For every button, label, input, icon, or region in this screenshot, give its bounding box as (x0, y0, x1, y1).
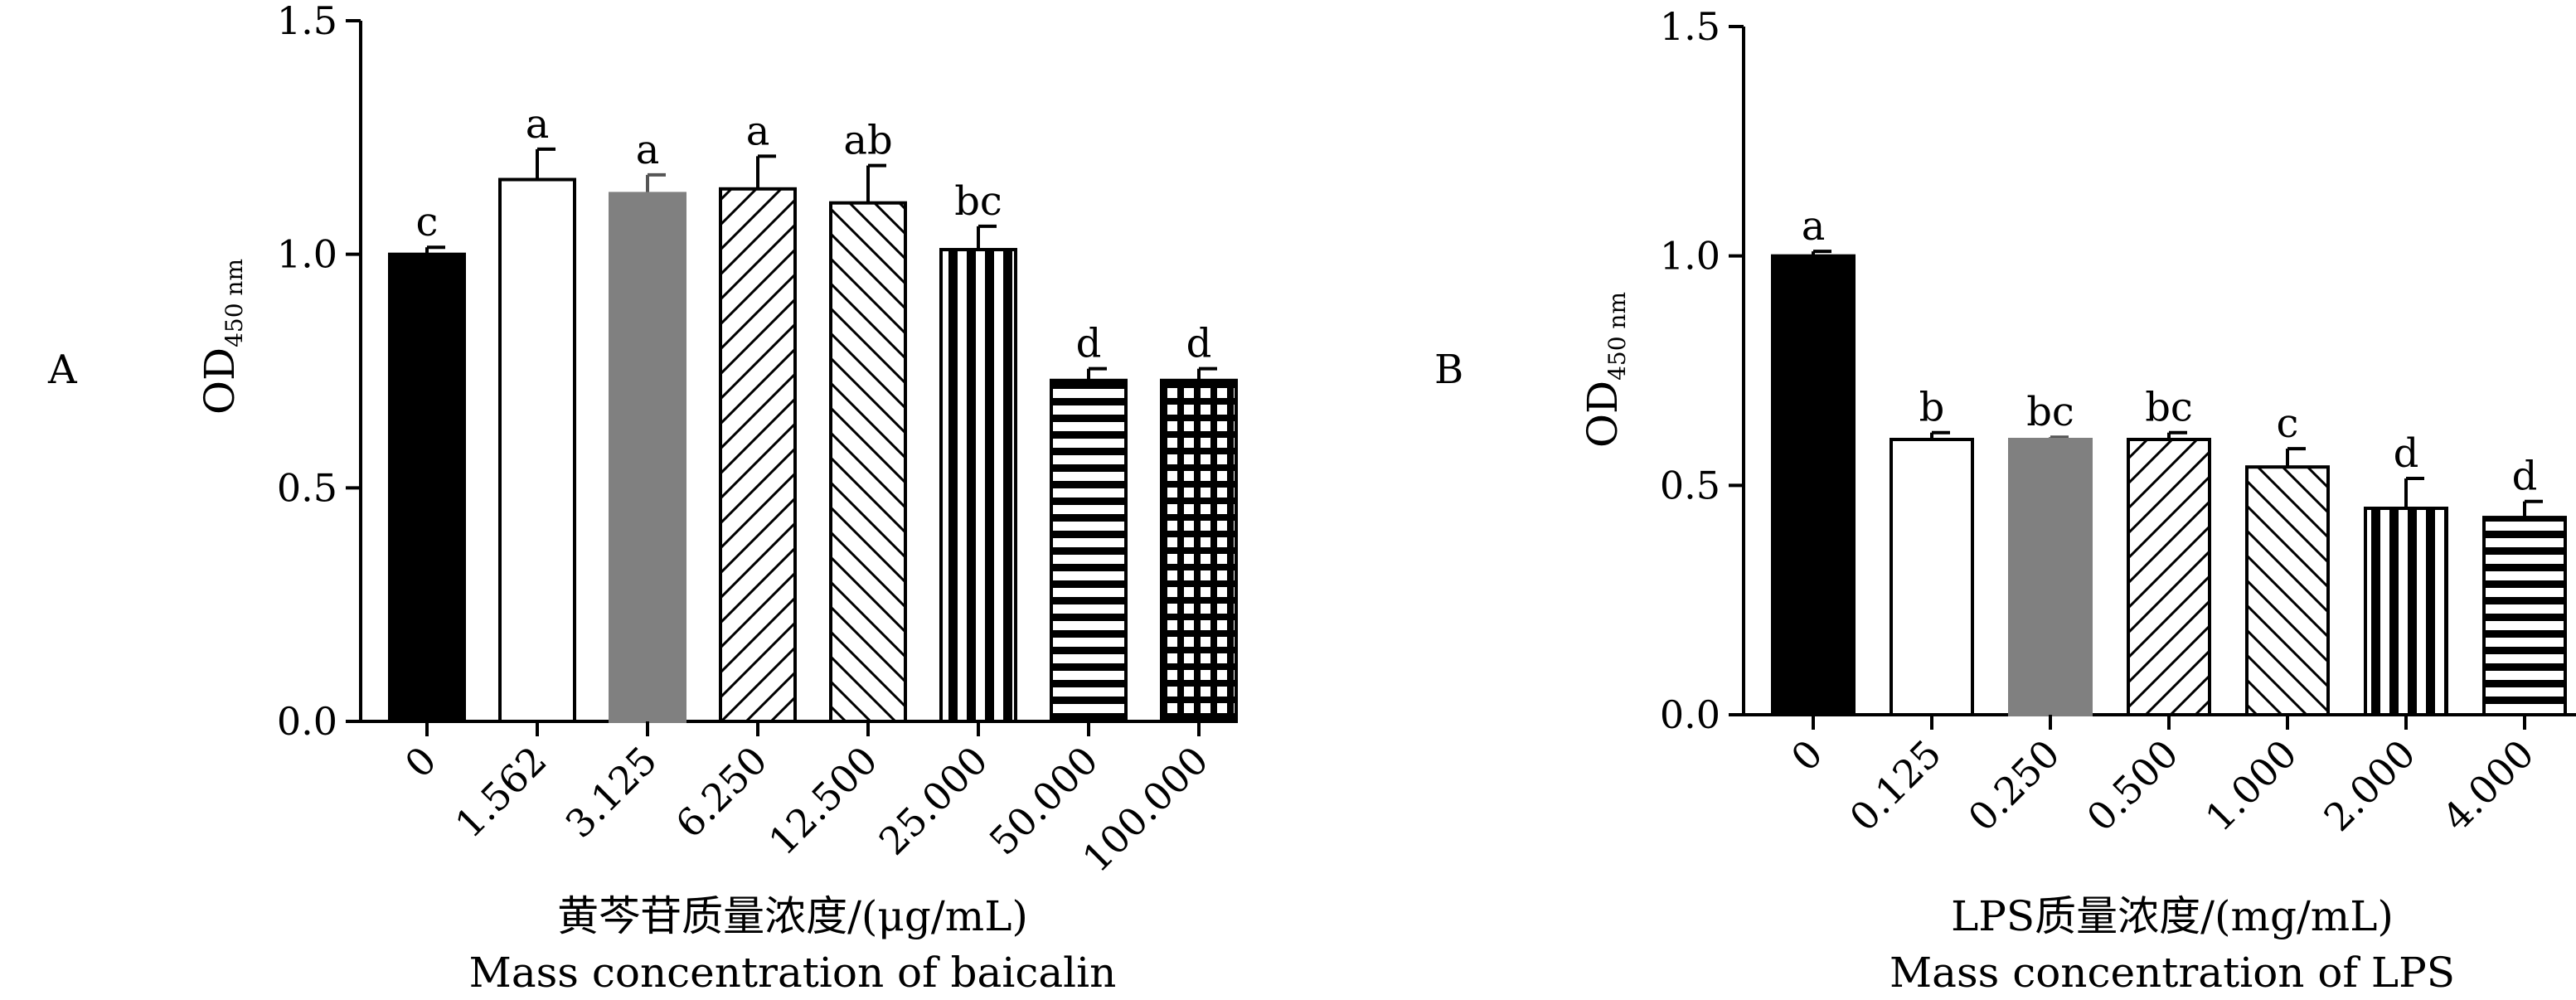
bar (1160, 378, 1238, 723)
bar-significance-letter: d (1076, 321, 1102, 367)
panel-b: B OD450 nm 0.0 0.5 1.0 1.5 a b bc bc c d d 0 0.125… (1434, 4, 2576, 997)
panel-b-y-tick-label: 1.5 (1660, 4, 1720, 49)
x-tick-label: 1.000 (2196, 731, 2305, 840)
bar-significance-letter: a (1802, 203, 1826, 250)
x-tick-label: 0.125 (1841, 731, 1949, 840)
bar-significance-letter: b (1919, 385, 1945, 431)
x-tick-label: 0.500 (2078, 731, 2186, 840)
bar-significance-letter: d (2512, 454, 2538, 500)
panel-a-x-title-en: Mass concentration of baicalin (469, 949, 1117, 997)
bar (2245, 465, 2330, 716)
bar-significance-letter: c (2277, 400, 2299, 447)
panel-a-bars: c a a a ab bc d d (388, 101, 1238, 724)
panel-a-y-tick-label: 0.0 (277, 699, 337, 744)
bar (609, 192, 686, 723)
x-tick-label: 0 (396, 738, 445, 787)
bar (829, 201, 907, 723)
x-tick-label: 1.562 (446, 738, 555, 847)
bar (1050, 378, 1128, 723)
svg-text:OD450 nm: OD450 nm (196, 259, 248, 415)
x-tick-label: 0 (1783, 731, 1831, 780)
x-tick-label: 12.500 (760, 738, 886, 864)
bar (498, 177, 576, 724)
panel-b-x-title-cn: LPS质量浓度/(mg/mL) (1951, 892, 2394, 940)
panel-b-y-axis-label-sub: 450 nm (1603, 292, 1631, 381)
panel-b-y-tick-label: 0.5 (1660, 463, 1720, 507)
panel-a-y-tick-label: 1.5 (277, 0, 337, 43)
panel-a-y-tick-label: 0.5 (277, 465, 337, 510)
bar (388, 252, 466, 723)
bar (2008, 438, 2093, 716)
panel-b-y-axis-label: OD450 nm (1579, 292, 1631, 448)
panel-a-y-tick-label: 1.0 (277, 232, 337, 277)
x-tick-label: 0.250 (1959, 731, 2068, 840)
bar (1771, 254, 1856, 716)
x-tick-label: 25.000 (871, 738, 997, 864)
bar-significance-letter: c (416, 199, 439, 245)
bar-significance-letter: bc (2145, 385, 2193, 431)
bar (2482, 516, 2567, 716)
panel-b-y-tick-label: 1.0 (1660, 234, 1720, 279)
bar-significance-letter: a (526, 101, 550, 148)
bar-significance-letter: a (636, 127, 660, 173)
panel-b-label: B (1434, 347, 1463, 393)
panel-b-x-title-en: Mass concentration of LPS (1890, 949, 2455, 997)
bar-significance-letter: bc (954, 178, 1002, 225)
panel-a-y-axis-label: OD450 nm (196, 259, 248, 415)
panel-b-y-axis-label-main: OD (1579, 381, 1627, 448)
panel-a: A OD450 nm 0.0 0.5 1.0 1.5 c a a a ab bc d d 0 1.56… (47, 0, 1238, 997)
bar-significance-letter: bc (2026, 389, 2074, 435)
panel-b-bars: a b bc bc c d d (1771, 203, 2567, 716)
x-tick-label: 3.125 (556, 738, 665, 847)
bar-significance-letter: d (2394, 430, 2419, 477)
panel-a-x-title-cn: 黄芩苷质量浓度/(μg/mL) (557, 892, 1028, 940)
bar (2127, 438, 2211, 716)
bar (939, 248, 1017, 723)
x-tick-label: 2.000 (2315, 731, 2423, 840)
x-tick-label: 6.250 (667, 738, 775, 847)
panel-a-y-axis-label-main: OD (196, 347, 244, 415)
panel-a-x-ticks: 0 1.562 3.125 6.25012.50025.00050.000100.00… (396, 721, 1217, 881)
x-tick-label: 4.000 (2433, 731, 2542, 840)
bar-significance-letter: ab (843, 118, 892, 164)
svg-text:OD450 nm: OD450 nm (1579, 292, 1631, 448)
panel-a-label: A (47, 347, 78, 393)
bar-significance-letter: a (746, 108, 770, 154)
bar (2364, 507, 2448, 716)
panel-b-y-tick-label: 0.0 (1660, 692, 1720, 737)
panel-a-y-axis-label-sub: 450 nm (221, 259, 248, 347)
panel-b-x-ticks: 0 0.125 0.250 0.500 1.000 2.000 4.000 (1783, 715, 2543, 840)
bar-significance-letter: d (1186, 321, 1212, 367)
bar (719, 187, 797, 724)
bar (1890, 438, 1974, 716)
